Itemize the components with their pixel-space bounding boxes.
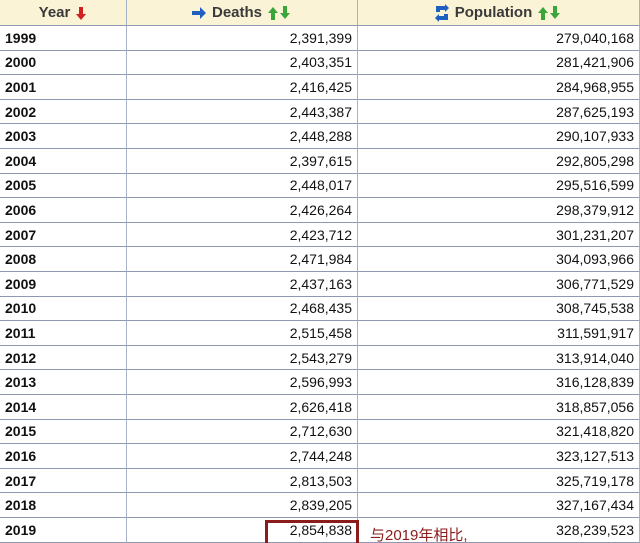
number-cell: 2,839,205	[127, 493, 358, 518]
swap-icon	[434, 3, 449, 22]
annotation: 与2019年相比,	[370, 527, 468, 543]
number-cell: 304,093,966	[358, 247, 640, 272]
number-cell: 311,591,917	[358, 321, 640, 346]
year-cell: 2012	[0, 345, 127, 371]
number-cell: 290,107,933	[358, 124, 640, 149]
number-cell: 2,443,387	[127, 99, 358, 125]
header-year[interactable]: Year	[0, 0, 127, 26]
number-cell: 284,968,955	[358, 75, 640, 100]
year-cell: 2019	[0, 518, 127, 543]
year-cell: 2008	[0, 247, 127, 272]
number-cell: 327,167,434	[358, 493, 640, 518]
sort-icon	[76, 6, 87, 20]
year-cell: 1999	[0, 26, 127, 51]
number-cell: 2,423,712	[127, 222, 358, 248]
year-cell: 2016	[0, 444, 127, 469]
number-cell: 2,596,993	[127, 370, 358, 395]
highlight-box	[265, 520, 359, 543]
year-cell: 2014	[0, 395, 127, 420]
number-cell: 2,397,615	[127, 149, 358, 174]
number-cell: 2,626,418	[127, 395, 358, 420]
year-cell: 2013	[0, 370, 127, 395]
header-population[interactable]: Population	[358, 0, 640, 26]
sort-icon	[268, 5, 291, 20]
number-cell: 2,712,630	[127, 419, 358, 445]
number-cell: 2,391,399	[127, 26, 358, 51]
number-cell: 316,128,839	[358, 370, 640, 395]
number-cell: 281,421,906	[358, 50, 640, 76]
year-cell: 2002	[0, 99, 127, 125]
year-cell: 2005	[0, 173, 127, 199]
header-text: Year	[38, 4, 71, 21]
number-cell: 2,543,279	[127, 345, 358, 371]
number-cell: 2,813,503	[127, 468, 358, 494]
number-cell: 308,745,538	[358, 296, 640, 322]
sort-icon	[538, 5, 561, 20]
number-cell: 2,744,248	[127, 444, 358, 469]
year-cell: 2015	[0, 419, 127, 445]
header-text: Deaths	[211, 4, 263, 21]
number-cell: 325,719,178	[358, 468, 640, 494]
year-cell: 2018	[0, 493, 127, 518]
number-cell: 301,231,207	[358, 222, 640, 248]
year-cell: 2000	[0, 50, 127, 76]
year-cell: 2009	[0, 272, 127, 297]
number-cell: 306,771,529	[358, 272, 640, 297]
number-cell: 2,471,984	[127, 247, 358, 272]
number-cell: 313,914,040	[358, 345, 640, 371]
number-cell: 287,625,193	[358, 99, 640, 125]
number-cell: 2,515,458	[127, 321, 358, 346]
number-cell: 2,403,351	[127, 50, 358, 76]
header-deaths[interactable]: Deaths	[127, 0, 358, 26]
number-cell: 2,416,425	[127, 75, 358, 100]
year-cell: 2004	[0, 149, 127, 174]
number-cell: 298,379,912	[358, 198, 640, 223]
year-cell: 2006	[0, 198, 127, 223]
number-cell: 292,805,298	[358, 149, 640, 174]
number-cell: 2,468,435	[127, 296, 358, 322]
header-text: Population	[454, 4, 533, 21]
number-cell: 323,127,513	[358, 444, 640, 469]
year-cell: 2001	[0, 75, 127, 100]
number-cell: 2,448,017	[127, 173, 358, 199]
number-cell: 295,516,599	[358, 173, 640, 199]
year-cell: 2007	[0, 222, 127, 248]
arrow-icon	[191, 6, 206, 19]
number-cell: 279,040,168	[358, 26, 640, 51]
number-cell: 2,437,163	[127, 272, 358, 297]
number-cell: 321,418,820	[358, 419, 640, 445]
number-cell: 318,857,056	[358, 395, 640, 420]
year-cell: 2011	[0, 321, 127, 346]
year-cell: 2003	[0, 124, 127, 149]
number-cell: 2,426,264	[127, 198, 358, 223]
number-cell: 2,448,288	[127, 124, 358, 149]
year-cell: 2010	[0, 296, 127, 322]
year-cell: 2017	[0, 468, 127, 494]
